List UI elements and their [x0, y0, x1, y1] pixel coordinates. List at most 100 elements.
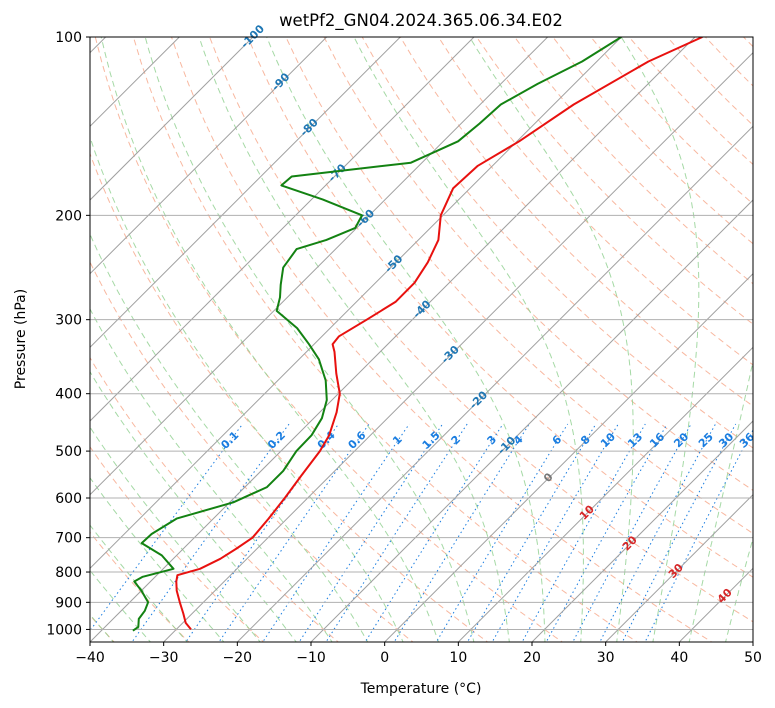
dry-adiabat-line	[590, 37, 753, 205]
x-tick-label: 0	[380, 650, 389, 666]
isotherm-line	[310, 199, 753, 642]
isotherm-line	[531, 420, 753, 642]
x-tick-label: 20	[523, 650, 541, 666]
x-tick-label: −30	[149, 650, 179, 666]
x-tick-label: 30	[597, 650, 615, 666]
mixing-ratio-label: 0.6	[346, 429, 369, 452]
isotherm-line	[604, 493, 753, 642]
mixing-ratio-line	[435, 423, 569, 642]
moist-adiabat-line	[90, 426, 261, 642]
x-tick-label: −10	[296, 650, 326, 666]
mixing-ratio-line	[325, 423, 468, 642]
y-tick-label: 400	[55, 387, 82, 403]
isotherm-line	[678, 567, 753, 642]
mixing-ratio-line	[298, 423, 444, 642]
isotherm-line	[236, 125, 753, 642]
moist-adiabat-line	[688, 358, 753, 642]
mixing-ratio-line	[185, 423, 340, 642]
x-tick-label: −20	[223, 650, 253, 666]
background-lines	[90, 37, 753, 642]
chart-title: wetPf2_GN04.2024.365.06.34.E02	[279, 11, 563, 31]
mixing-ratio-label: 13	[625, 430, 645, 450]
y-tick-label: 900	[55, 595, 82, 611]
dry-adiabat-line	[285, 37, 753, 535]
moist-adiabat-line	[90, 308, 333, 642]
y-tick-label: 1000	[46, 622, 82, 638]
mixing-ratio-label: 20	[671, 430, 691, 450]
x-axis-title: Temperature (°C)	[360, 681, 482, 697]
isotherm-temperature-label: -60	[354, 206, 377, 229]
dry-adiabat-line	[323, 37, 753, 491]
moist-adiabat-line	[198, 37, 510, 642]
moist-adiabat-line	[100, 37, 440, 642]
mixing-ratio-line	[218, 423, 370, 642]
dry-adiabat-line	[132, 37, 638, 642]
moist-adiabat-line	[353, 37, 584, 642]
mixing-ratio-line	[599, 423, 716, 642]
mixing-ratio-label: 0.2	[265, 429, 288, 452]
isotherm-temperature-label: -30	[439, 343, 462, 366]
dry-adiabat-line	[514, 37, 753, 285]
x-tick-label: 40	[670, 650, 688, 666]
mixing-ratio-label: 10	[598, 430, 618, 450]
x-tick-label: −40	[75, 650, 105, 666]
moist-adiabat-label: 10	[577, 502, 597, 522]
y-tick-label: 300	[55, 313, 82, 329]
moist-adiabat-line	[90, 476, 225, 642]
dry-adiabat-line	[90, 446, 265, 642]
dry-adiabat-line	[437, 37, 753, 366]
moist-adiabat-line	[90, 135, 404, 642]
mixing-ratio-line	[545, 423, 668, 642]
plot-frame	[89, 36, 754, 643]
y-tick-label: 800	[55, 565, 82, 581]
isotherm-temperature-label: -90	[269, 70, 292, 93]
dry-adiabat-line	[90, 260, 414, 642]
isotherm-line	[457, 346, 753, 642]
mixing-ratio-label: 8	[578, 433, 593, 448]
mixing-ratio-line	[262, 423, 410, 642]
isotherm-line	[90, 37, 696, 642]
dry-adiabat-line	[171, 37, 713, 642]
mixing-ratio-label: 1	[390, 433, 405, 448]
isotherm-line	[90, 37, 254, 201]
mixing-ratio-label: 25	[696, 430, 716, 450]
isotherm-line	[90, 37, 475, 422]
mixing-ratio-label: 0.1	[218, 429, 241, 452]
mixing-ratio-line	[521, 423, 646, 642]
mixing-ratio-line	[90, 423, 244, 632]
mixing-ratio-label: 2	[449, 433, 464, 448]
mixing-ratio-line	[393, 423, 530, 642]
mixing-ratio-line	[466, 423, 597, 642]
mixing-ratio-line	[364, 423, 504, 642]
x-tick-label: 50	[744, 650, 762, 666]
dewpoint-profile-line	[132, 37, 622, 632]
y-tick-label: 100	[55, 30, 82, 46]
dry-adiabat-line	[90, 152, 489, 642]
mixing-ratio-line	[131, 423, 290, 642]
dry-adiabat-line	[361, 37, 753, 449]
moist-adiabat-line	[90, 370, 297, 642]
y-tick-label: 500	[55, 444, 82, 460]
moist-adiabat-line	[725, 536, 753, 642]
isotherm-line	[752, 641, 753, 642]
moist-adiabat-line	[90, 232, 369, 642]
isotherm-line	[90, 37, 402, 349]
isotherm-line	[90, 37, 623, 570]
dry-adiabat-line	[552, 37, 753, 245]
mixing-ratio-label: 16	[647, 430, 667, 450]
isotherm-line	[90, 37, 549, 496]
grid-lines	[90, 37, 753, 642]
mixing-ratio-line	[644, 428, 753, 642]
isotherm-line	[162, 51, 753, 642]
y-tick-label: 200	[55, 208, 82, 224]
x-tick-label: 10	[449, 650, 467, 666]
moist-adiabat-line	[469, 37, 634, 642]
x-axis: −40 −30 −20 −10 0 10 20 30 40 50	[75, 642, 762, 666]
y-tick-label: 700	[55, 531, 82, 547]
curve-labels: 0.1 0.2 0.4 0.6 1 1.5 2 3 4 6 8 10 13 16 20 25 30 36-100-…	[218, 22, 757, 606]
y-axis: 100 200 300 400 500 600 700 800 900 1000	[46, 30, 90, 638]
dry-adiabat-line	[743, 37, 753, 48]
mixing-ratio-line	[621, 423, 737, 642]
y-axis-title: Pressure (hPa)	[13, 289, 29, 389]
